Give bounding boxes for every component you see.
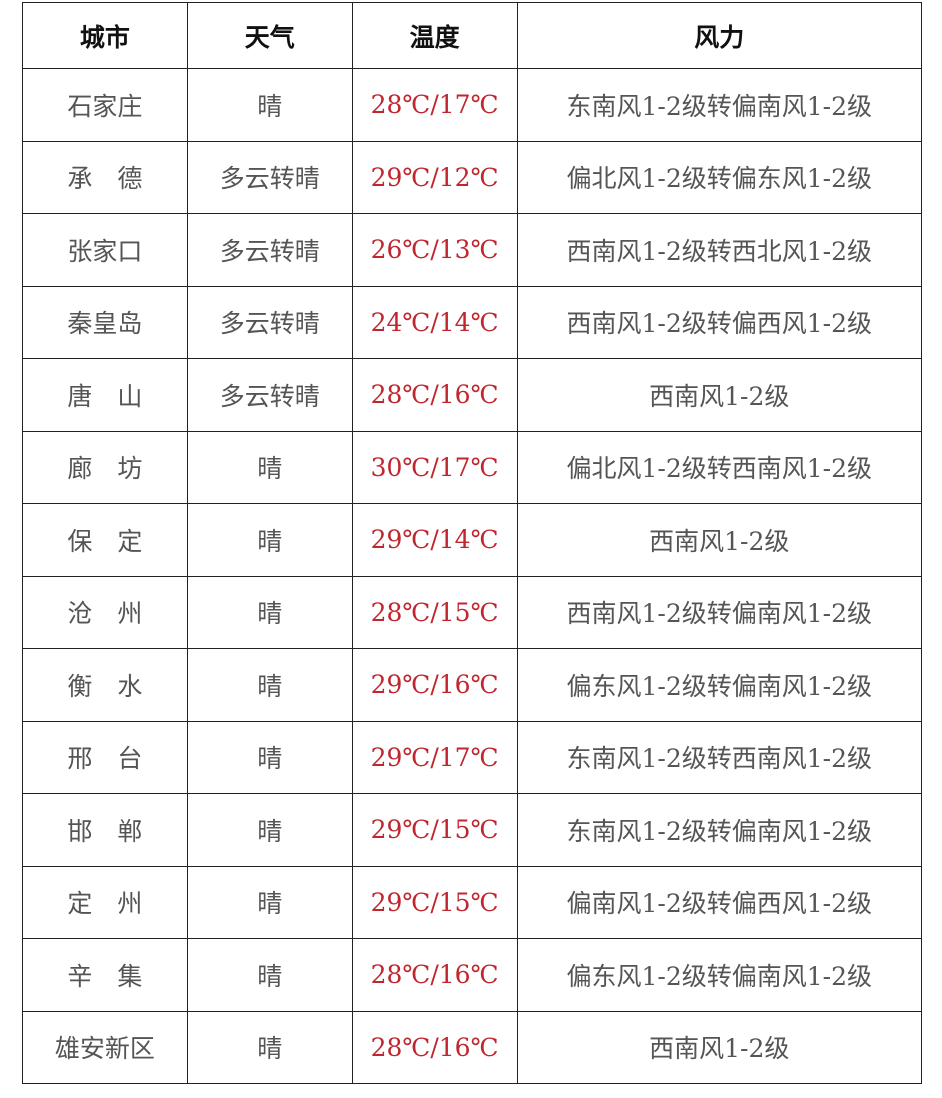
wind-cell: 西南风1-2级转偏西风1-2级 [516,285,923,359]
table-row: 石家庄晴 28℃/17℃ 东南风1-2级转偏南风1-2级 [22,68,923,142]
wind-cell: 东南风1-2级转偏南风1-2级 [516,793,923,867]
temperature-cell: 29℃/12℃ [351,140,518,214]
weather-cell: 多云转晴 [186,213,353,287]
table-row: 邯 郸晴 29℃/15℃ 东南风1-2级转偏南风1-2级 [22,793,923,867]
table-row: 沧 州晴 28℃/15℃ 西南风1-2级转偏南风1-2级 [22,575,923,649]
weather-forecast-table: 城市 天气 温度 风力 石家庄晴 28℃/17℃ 东南风1-2级转偏南风1-2级承 … [22,2,923,1084]
table-row: 廊 坊晴 30℃/17℃ 偏北风1-2级转西南风1-2级 [22,430,923,504]
city-cell: 雄安新区 [22,1010,188,1084]
wind-cell: 偏东风1-2级转偏南风1-2级 [516,648,923,722]
wind-cell: 偏北风1-2级转偏东风1-2级 [516,140,923,214]
city-cell: 张家口 [22,213,188,287]
table-row: 雄安新区晴 28℃/16℃ 西南风1-2级 [22,1010,923,1084]
table-row: 定 州晴 29℃/15℃ 偏南风1-2级转偏西风1-2级 [22,865,923,939]
header-city: 城市 [22,2,188,69]
temperature-cell: 29℃/17℃ [351,720,518,794]
temperature-cell: 28℃/16℃ [351,938,518,1012]
temperature-cell: 29℃/15℃ [351,793,518,867]
temperature-cell: 28℃/16℃ [351,358,518,432]
header-weather: 天气 [186,2,353,69]
wind-cell: 偏北风1-2级转西南风1-2级 [516,430,923,504]
wind-cell: 偏南风1-2级转偏西风1-2级 [516,865,923,939]
weather-cell: 晴 [186,503,353,577]
header-temperature: 温度 [351,2,518,69]
weather-cell: 晴 [186,430,353,504]
weather-cell: 多云转晴 [186,285,353,359]
table-row: 衡 水晴 29℃/16℃ 偏东风1-2级转偏南风1-2级 [22,648,923,722]
table-row: 张家口 多云转晴 26℃/13℃ 西南风1-2级转西北风1-2级 [22,213,923,287]
weather-cell: 晴 [186,648,353,722]
weather-cell: 晴 [186,1010,353,1084]
temperature-cell: 30℃/17℃ [351,430,518,504]
city-cell: 石家庄 [22,68,188,142]
city-cell: 沧 州 [22,575,188,649]
wind-cell: 西南风1-2级转西北风1-2级 [516,213,923,287]
city-cell: 定 州 [22,865,188,939]
wind-cell: 东南风1-2级转偏南风1-2级 [516,68,923,142]
temperature-cell: 28℃/15℃ [351,575,518,649]
weather-cell: 晴 [186,938,353,1012]
weather-cell: 晴 [186,575,353,649]
temperature-cell: 28℃/16℃ [351,1010,518,1084]
wind-cell: 西南风1-2级转偏南风1-2级 [516,575,923,649]
header-row: 城市 天气 温度 风力 [22,2,923,69]
city-cell: 承 德 [22,140,188,214]
city-cell: 廊 坊 [22,430,188,504]
wind-cell: 西南风1-2级 [516,503,923,577]
table-row: 邢 台晴 29℃/17℃ 东南风1-2级转西南风1-2级 [22,720,923,794]
weather-cell: 多云转晴 [186,140,353,214]
weather-cell: 晴 [186,865,353,939]
city-cell: 衡 水 [22,648,188,722]
city-cell: 辛 集 [22,938,188,1012]
table-row: 承 德多云转晴 29℃/12℃ 偏北风1-2级转偏东风1-2级 [22,140,923,214]
city-cell: 秦皇岛 [22,285,188,359]
wind-cell: 西南风1-2级 [516,1010,923,1084]
header-wind: 风力 [516,2,923,69]
city-cell: 邢 台 [22,720,188,794]
temperature-cell: 28℃/17℃ [351,68,518,142]
weather-cell: 多云转晴 [186,358,353,432]
weather-cell: 晴 [186,68,353,142]
city-cell: 保 定 [22,503,188,577]
weather-cell: 晴 [186,793,353,867]
temperature-cell: 29℃/16℃ [351,648,518,722]
table-row: 辛 集晴 28℃/16℃ 偏东风1-2级转偏南风1-2级 [22,938,923,1012]
table-row: 秦皇岛 多云转晴 24℃/14℃ 西南风1-2级转偏西风1-2级 [22,285,923,359]
table-row: 保 定晴 29℃/14℃ 西南风1-2级 [22,503,923,577]
city-cell: 邯 郸 [22,793,188,867]
wind-cell: 东南风1-2级转西南风1-2级 [516,720,923,794]
weather-cell: 晴 [186,720,353,794]
wind-cell: 西南风1-2级 [516,358,923,432]
temperature-cell: 26℃/13℃ [351,213,518,287]
table-row: 唐 山多云转晴 28℃/16℃ 西南风1-2级 [22,358,923,432]
city-cell: 唐 山 [22,358,188,432]
temperature-cell: 29℃/15℃ [351,865,518,939]
temperature-cell: 24℃/14℃ [351,285,518,359]
temperature-cell: 29℃/14℃ [351,503,518,577]
wind-cell: 偏东风1-2级转偏南风1-2级 [516,938,923,1012]
